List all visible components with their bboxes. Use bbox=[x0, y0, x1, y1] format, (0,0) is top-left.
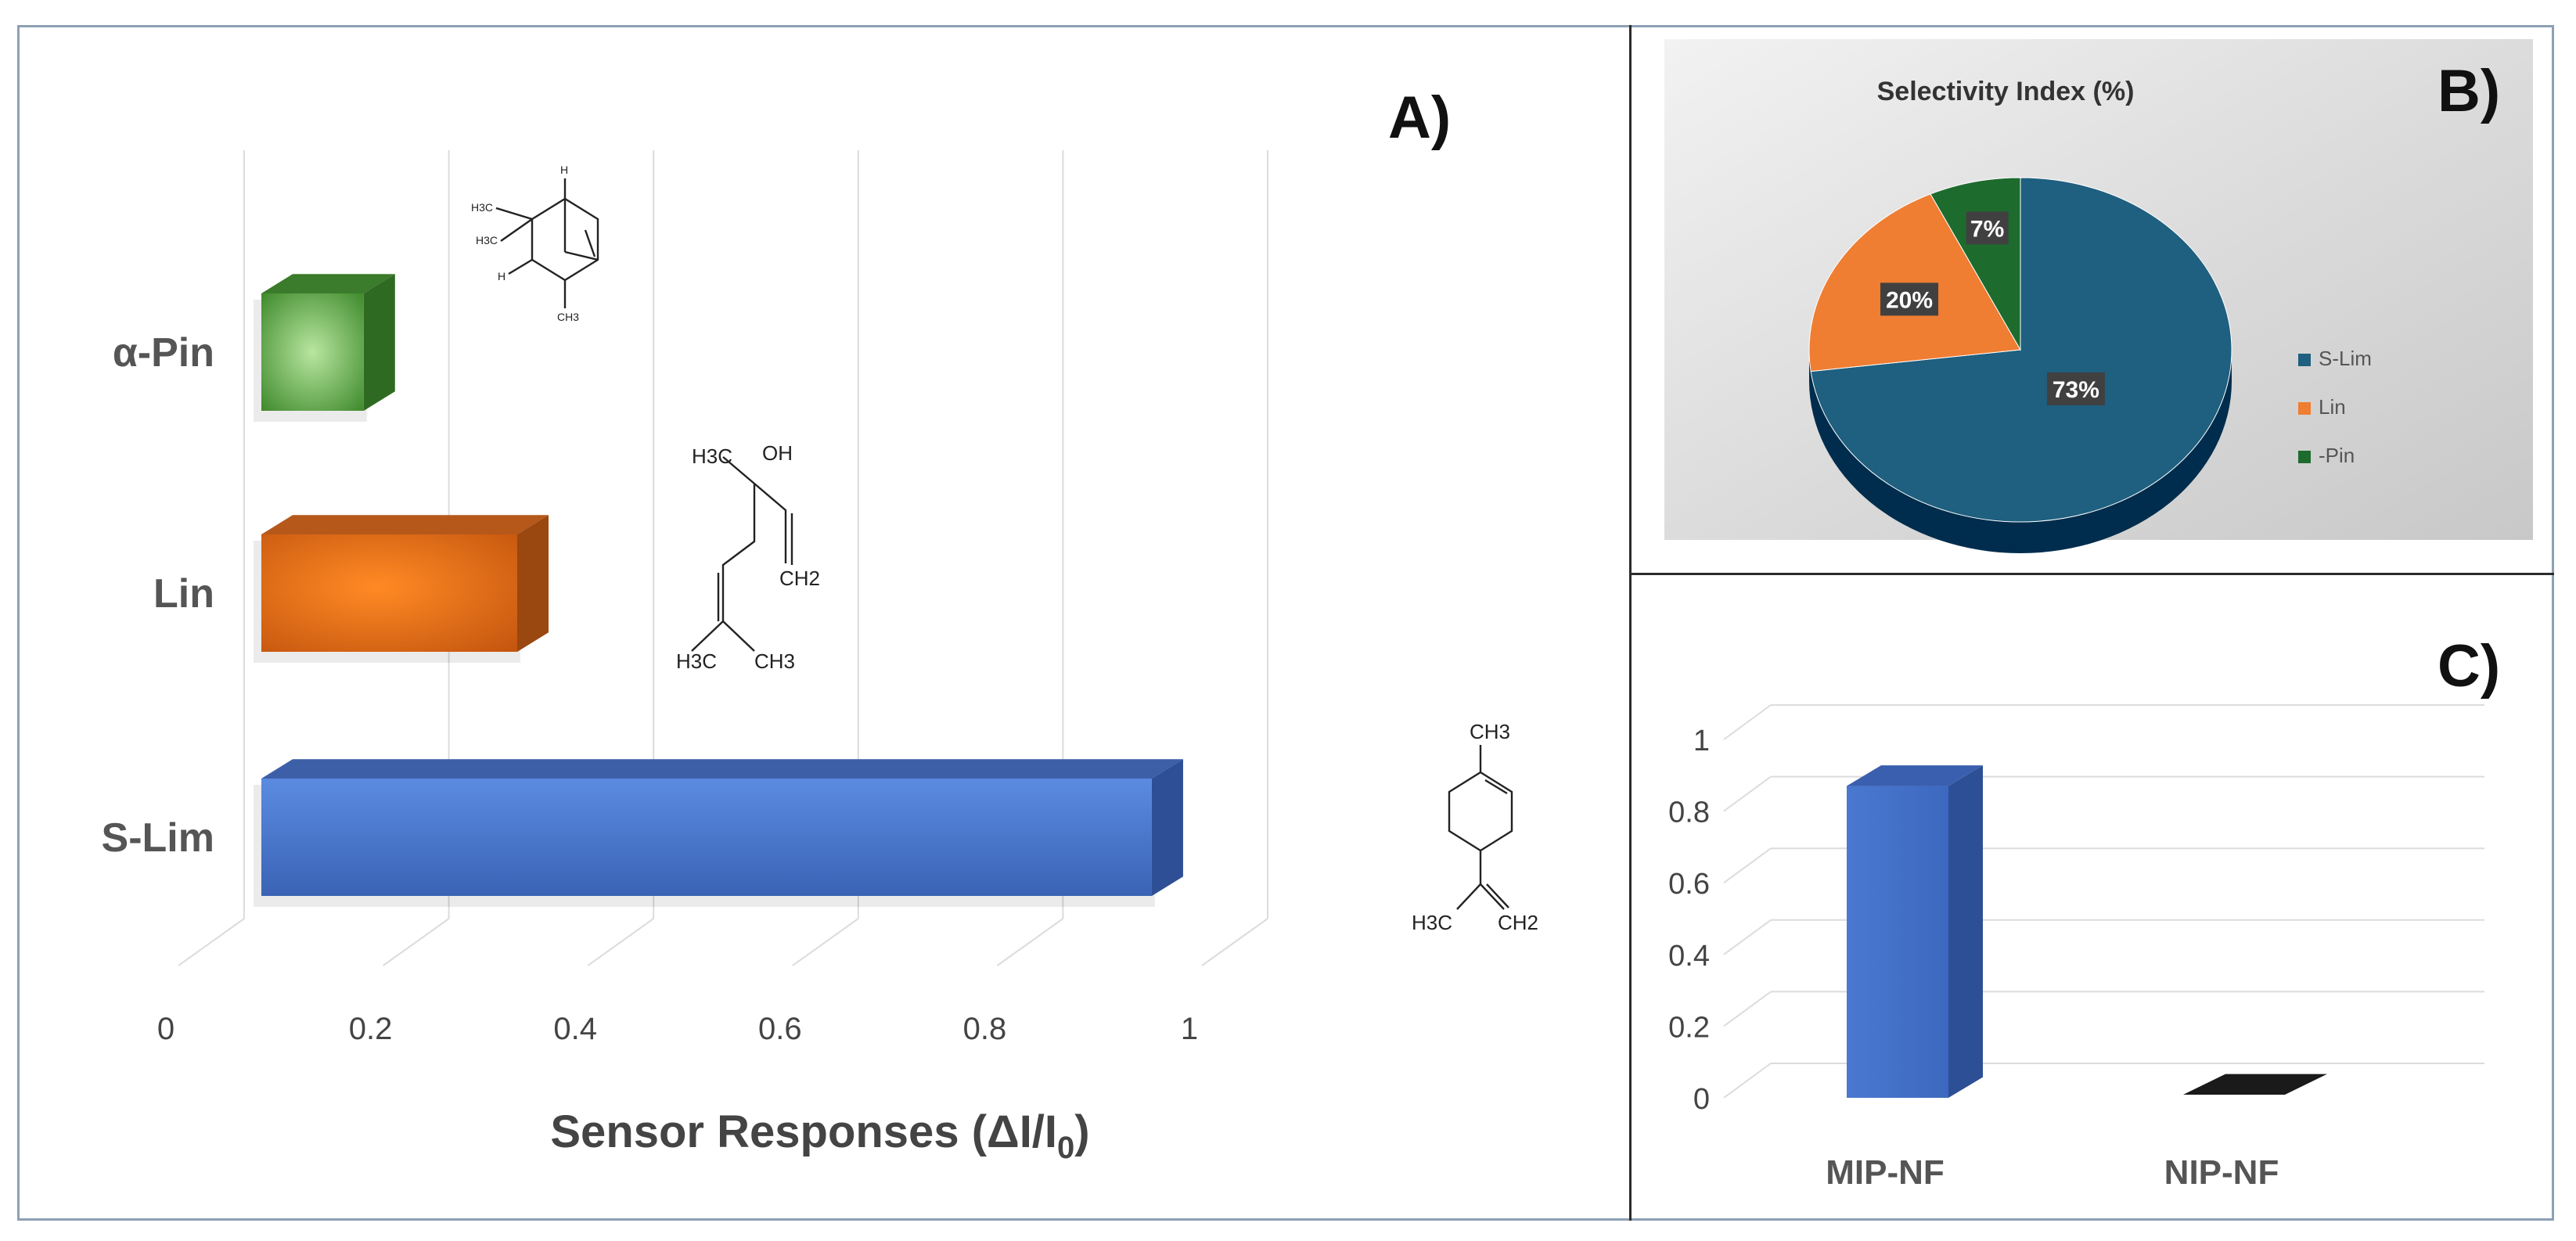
gridline-floor bbox=[383, 918, 450, 966]
x-tick-label: 0 bbox=[157, 1012, 174, 1046]
x-categories-c: MIP-NF NIP-NF bbox=[1826, 1153, 2279, 1192]
pie-slice-S-Lim bbox=[1810, 177, 2232, 523]
data-label: 20% bbox=[1886, 287, 1933, 313]
chart-a: 0 0.2 0.4 0.6 0.8 1 α-Pin Lin S-Lim A) Sensor R… bbox=[102, 85, 1538, 1165]
legend-label: Lin bbox=[2319, 395, 2346, 419]
data-label: 7% bbox=[1970, 216, 2004, 242]
y-category-label: Lin bbox=[153, 571, 214, 617]
x-ticks-a: 0 0.2 0.4 0.6 0.8 1 bbox=[157, 1012, 1198, 1046]
pie-slice-Lin bbox=[1808, 193, 2021, 372]
y-category-label: S-Lim bbox=[102, 815, 214, 861]
x-tick-label: 0.4 bbox=[553, 1012, 597, 1046]
bar-side bbox=[1151, 759, 1183, 896]
bar-side bbox=[1948, 765, 1983, 1098]
svg-text:H: H bbox=[560, 164, 568, 176]
legend-swatch bbox=[2298, 354, 2311, 366]
bar-MIP-NF bbox=[1847, 786, 1948, 1098]
data-label-bg bbox=[1966, 211, 2009, 245]
y-tick-label: 0.6 bbox=[1668, 868, 1710, 901]
svg-text:H: H bbox=[498, 270, 505, 282]
panel-label-a: A) bbox=[1388, 85, 1451, 151]
svg-text:CH3: CH3 bbox=[754, 649, 795, 673]
figure-frame bbox=[17, 25, 2554, 1221]
gridline-floor bbox=[996, 918, 1063, 966]
svg-text:CH3: CH3 bbox=[1470, 720, 1510, 743]
panel-label-b: B) bbox=[2437, 58, 2500, 124]
bar-top bbox=[261, 515, 549, 534]
pie-b bbox=[1808, 177, 2232, 553]
svg-text:OH: OH bbox=[762, 441, 793, 465]
x-axis-title-a: Sensor Responses (ΔI/I0) bbox=[550, 1106, 1089, 1165]
svg-text:CH2: CH2 bbox=[779, 567, 820, 590]
x-tick-label: 0.2 bbox=[349, 1012, 393, 1046]
gridline-side bbox=[1723, 1063, 1772, 1099]
bar-top bbox=[261, 759, 1183, 779]
data-label: 73% bbox=[2053, 377, 2099, 403]
bar-side bbox=[517, 515, 549, 652]
svg-text:H3C: H3C bbox=[476, 234, 498, 246]
legend-label: S-Lim bbox=[2319, 347, 2372, 370]
limonene-structure: CH3 H3C CH2 bbox=[1412, 720, 1538, 934]
svg-text:H3C: H3C bbox=[471, 201, 493, 214]
x-tick-label: 0.8 bbox=[963, 1012, 1007, 1046]
gridline-floor bbox=[792, 918, 859, 966]
svg-text:CH3: CH3 bbox=[557, 311, 579, 323]
x-tick-label: 0.6 bbox=[758, 1012, 802, 1046]
panel-divider-horizontal bbox=[1629, 573, 2554, 575]
bars-c bbox=[1847, 765, 2327, 1098]
gridline-floor bbox=[587, 918, 654, 966]
gridline-side bbox=[1723, 704, 1772, 740]
y-ticks-c: 0 0.2 0.4 0.6 0.8 1 bbox=[1668, 725, 1710, 1116]
grid-c bbox=[1723, 704, 2484, 1099]
bar-top bbox=[261, 274, 395, 293]
x-category-label: NIP-NF bbox=[2164, 1153, 2279, 1192]
x-category-label: MIP-NF bbox=[1826, 1153, 1945, 1192]
y-tick-label: 1 bbox=[1693, 725, 1710, 757]
bar-S-Lim bbox=[261, 779, 1152, 896]
linalool-structure: H3C OH CH2 H3C CH3 bbox=[676, 441, 820, 673]
pinene-structure: H3C H3C H H CH3 bbox=[471, 164, 599, 323]
y-categories-a: α-Pin Lin S-Lim bbox=[102, 330, 214, 861]
chart-b: Selectivity Index (%) B) 73% 20% 7% S-Lim L… bbox=[1664, 39, 2533, 553]
bars-a bbox=[254, 274, 1183, 907]
bar-side bbox=[363, 274, 395, 411]
chart-c: 0 0.2 0.4 0.6 0.8 1 MIP-NF NIP-NF C) bbox=[1668, 633, 2500, 1192]
legend-swatch bbox=[2298, 451, 2311, 463]
legend-label: -Pin bbox=[2319, 444, 2355, 467]
x-tick-label: 1 bbox=[1181, 1012, 1198, 1046]
y-tick-label: 0 bbox=[1693, 1083, 1710, 1116]
data-label-bg bbox=[1880, 282, 1939, 316]
y-tick-label: 0.8 bbox=[1668, 797, 1710, 829]
gridline-side bbox=[1723, 847, 1772, 884]
bar-Lin bbox=[261, 534, 517, 652]
bar-α-Pin bbox=[261, 293, 364, 411]
gridline-side bbox=[1723, 991, 1772, 1027]
svg-text:CH2: CH2 bbox=[1498, 911, 1538, 934]
gridline-floor bbox=[1201, 918, 1268, 966]
pie-data-labels: 73% 20% 7% bbox=[1880, 211, 2105, 405]
pie-title: Selectivity Index (%) bbox=[1877, 77, 2135, 106]
y-category-label: α-Pin bbox=[113, 330, 214, 376]
gridline-floor bbox=[178, 918, 245, 966]
svg-text:H3C: H3C bbox=[1412, 911, 1452, 934]
panel-divider-vertical bbox=[1629, 25, 1632, 1221]
y-tick-label: 0.2 bbox=[1668, 1011, 1710, 1044]
pie-legend: S-Lim Lin -Pin bbox=[2298, 347, 2372, 467]
gridline-side bbox=[1723, 919, 1772, 955]
bar-NIP-NF bbox=[2183, 1074, 2327, 1095]
panel-label-c: C) bbox=[2437, 633, 2500, 700]
svg-text:H3C: H3C bbox=[692, 444, 732, 468]
gridline-side bbox=[1723, 775, 1772, 812]
data-label-bg bbox=[2046, 372, 2105, 405]
legend-swatch bbox=[2298, 402, 2311, 415]
svg-text:H3C: H3C bbox=[676, 649, 717, 673]
y-tick-label: 0.4 bbox=[1668, 940, 1710, 973]
bar-top bbox=[1847, 765, 1983, 786]
